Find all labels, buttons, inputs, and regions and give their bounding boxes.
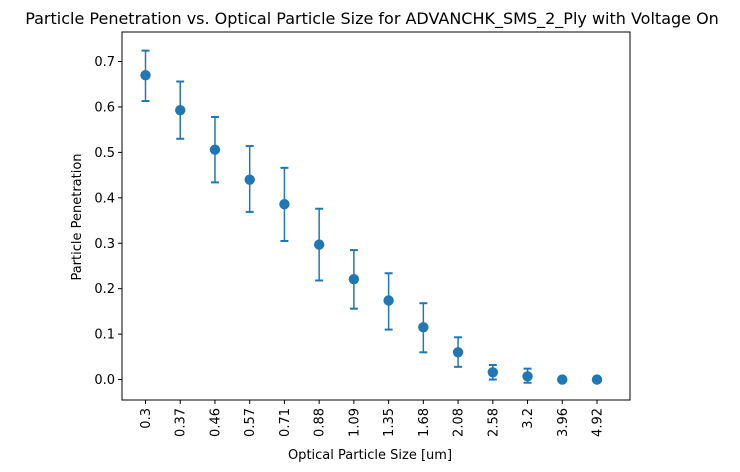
- plot-frame: [121, 31, 631, 401]
- x-tick-label: 1.09: [347, 408, 362, 437]
- y-tick-label: 0.4: [94, 191, 115, 206]
- chart-title: Particle Penetration vs. Optical Particl…: [25, 9, 719, 29]
- x-tick-label: 3.2: [521, 408, 536, 429]
- x-tick-label: 1.68: [417, 408, 432, 437]
- plot-area: [140, 49, 603, 385]
- x-tick-label: 1.35: [382, 408, 397, 437]
- data-point: [140, 69, 151, 81]
- x-tick-label: 0.46: [208, 408, 223, 437]
- data-point: [452, 347, 464, 358]
- data-point: [279, 198, 290, 210]
- x-tick-label: 0.3: [139, 408, 154, 429]
- y-axis-label: Particle Penetration: [70, 153, 85, 280]
- y-tick-label: 0.5: [94, 146, 115, 161]
- y-tick-label: 0.0: [94, 373, 115, 388]
- data-point: [175, 104, 186, 116]
- data-point: [348, 273, 360, 285]
- data-point: [383, 295, 394, 306]
- x-tick-label: 3.96: [556, 408, 571, 437]
- data-point: [244, 174, 255, 185]
- x-tick-label: 0.88: [313, 408, 328, 437]
- x-tick-label: 2.58: [486, 408, 501, 437]
- x-tick-label: 4.92: [591, 408, 606, 437]
- data-point: [557, 374, 568, 385]
- data-point: [522, 371, 533, 382]
- y-axis: 0.0 0.1 0.2 0.3 0.4 0.5 0.6 0.7: [94, 55, 122, 388]
- x-tick-label: 0.71: [278, 408, 293, 437]
- y-tick-label: 0.3: [94, 237, 115, 252]
- x-tick-label: 0.37: [174, 408, 189, 437]
- data-point: [487, 367, 499, 378]
- data-point: [418, 322, 429, 333]
- x-axis-label: Optical Particle Size [um]: [288, 448, 452, 463]
- data-point: [313, 239, 325, 250]
- x-tick-label: 0.57: [243, 408, 258, 437]
- y-tick-label: 0.6: [94, 100, 115, 115]
- y-tick-label: 0.2: [94, 282, 115, 297]
- data-point: [591, 374, 603, 385]
- y-tick-label: 0.1: [94, 328, 115, 343]
- x-axis: 0.3 0.37 0.46 0.57 0.71 0.88 1.09 1.35 1.68 2.08 2…: [139, 400, 606, 437]
- y-tick-label: 0.7: [94, 55, 115, 70]
- x-tick-label: 2.08: [452, 408, 467, 437]
- data-point: [209, 144, 221, 155]
